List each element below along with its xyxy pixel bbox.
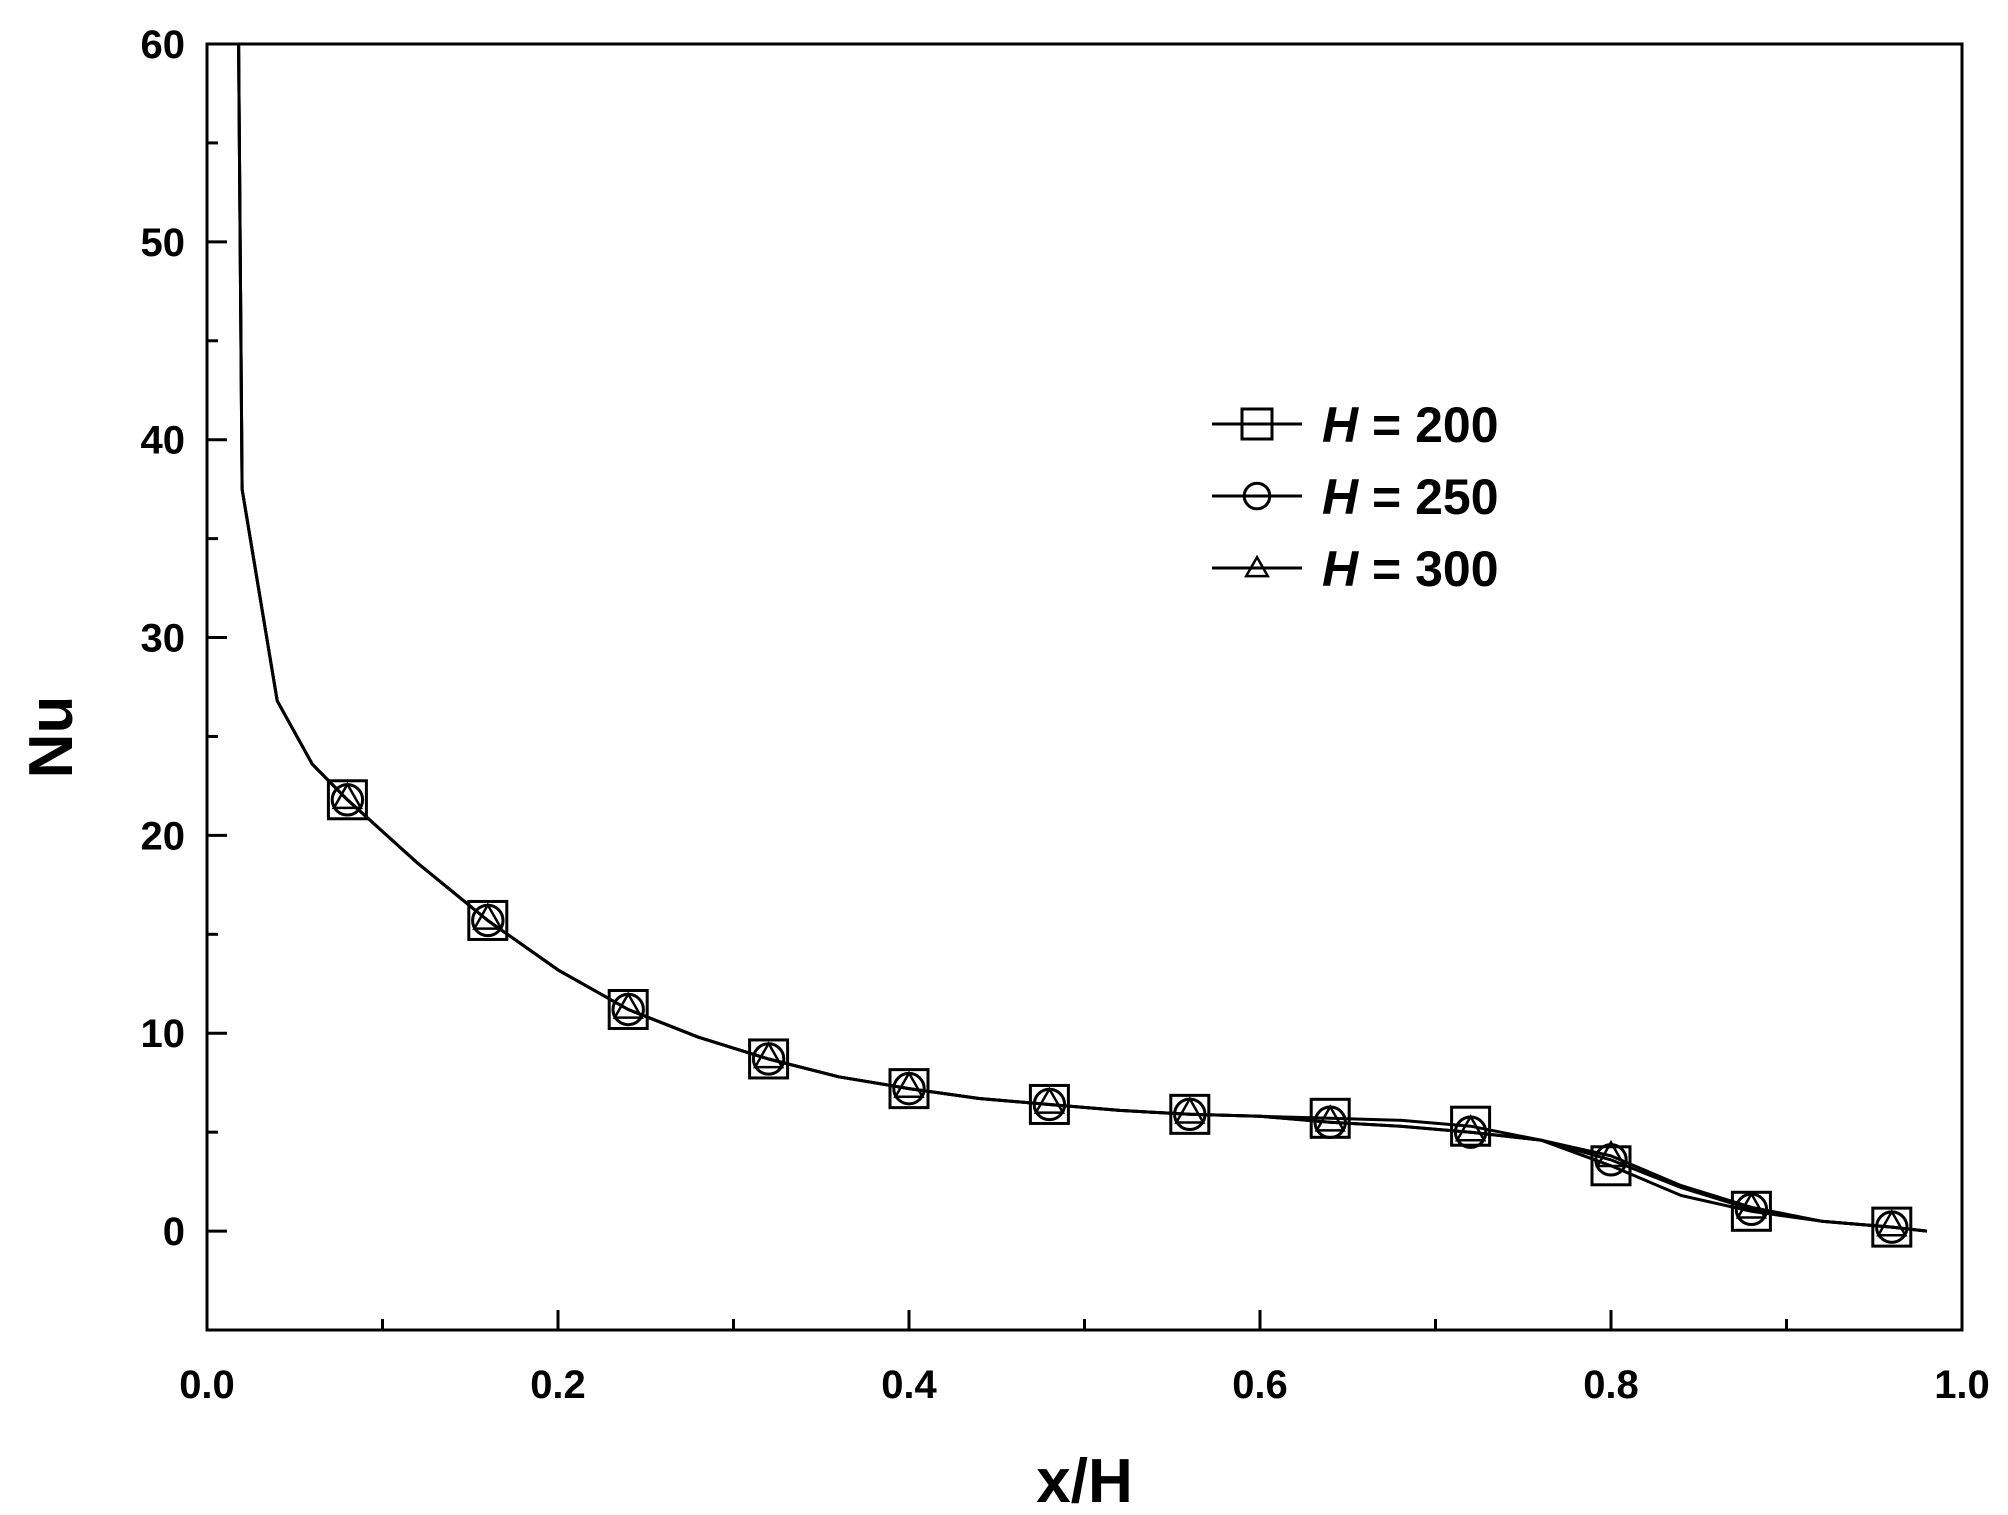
data-point-square <box>1871 1206 1913 1248</box>
y-tick-label: 0 <box>163 1210 185 1254</box>
legend-label: H = 300 <box>1322 541 1499 597</box>
legend-label: H = 200 <box>1322 397 1499 453</box>
series-layer <box>237 44 1928 1248</box>
x-tick-label: 0.8 <box>1583 1363 1639 1407</box>
series-line <box>237 44 1928 1233</box>
data-point-triangle <box>472 902 504 930</box>
y-tick-label: 50 <box>141 221 186 265</box>
y-tick-label: 40 <box>141 419 186 463</box>
legend-marker-circle <box>1242 481 1272 511</box>
x-tick-label: 0.2 <box>530 1363 586 1407</box>
data-point-square <box>467 899 509 941</box>
legend-entry: H = 250 <box>1212 469 1499 525</box>
axes: 0.0 0.2 0.4 0.6 0.8 1.0 0 10 20 30 40 50 60 <box>141 23 1990 1407</box>
x-tick-label: 0.4 <box>881 1363 937 1407</box>
series-square <box>237 44 1928 1248</box>
y-tick-label: 20 <box>141 814 186 858</box>
data-point-triangle <box>612 991 644 1019</box>
y-tick-label: 30 <box>141 617 186 661</box>
plot-frame <box>205 42 1964 1332</box>
legend-label-variable: H <box>1322 469 1359 525</box>
x-tick-label: 1.0 <box>1934 1363 1990 1407</box>
legend-label-value: = 250 <box>1358 469 1498 525</box>
x-tick-label: 0.0 <box>179 1363 235 1407</box>
y-axis-title: Nu <box>17 696 86 779</box>
data-point-triangle <box>1454 1114 1487 1142</box>
data-point-square <box>1028 1083 1070 1125</box>
data-point-triangle <box>1314 1104 1346 1132</box>
y-tick-label: 10 <box>141 1012 186 1056</box>
legend-label-value: = 300 <box>1358 541 1498 597</box>
data-point-triangle <box>1033 1086 1066 1114</box>
x-tick-label: 0.6 <box>1232 1363 1288 1407</box>
data-point-square <box>1450 1105 1492 1147</box>
data-point-triangle <box>1595 1139 1627 1168</box>
y-tick-label: 60 <box>141 23 186 67</box>
legend-entry: H = 300 <box>1212 541 1499 597</box>
data-point-triangle <box>1174 1096 1206 1124</box>
series-triangle <box>237 44 1928 1237</box>
legend-label-variable: H <box>1322 397 1359 453</box>
legend-marker-triangle <box>1244 554 1270 578</box>
data-point-square <box>326 779 368 821</box>
legend-label-variable: H <box>1322 541 1359 597</box>
legend-marker-square <box>1240 407 1274 441</box>
data-point-square <box>607 988 649 1030</box>
data-point-square <box>888 1068 930 1110</box>
series-line <box>237 44 1928 1233</box>
data-point-square <box>748 1038 790 1080</box>
legend-label: H = 250 <box>1322 469 1499 525</box>
data-point-triangle <box>752 1040 785 1069</box>
data-point-triangle <box>1876 1209 1908 1237</box>
legend-entry: H = 200 <box>1212 397 1499 453</box>
data-point-triangle <box>331 781 364 810</box>
series-line <box>237 44 1928 1233</box>
data-point-triangle <box>1735 1191 1768 1219</box>
x-axis-title: x/H <box>1036 1447 1132 1515</box>
data-point-triangle <box>893 1070 925 1099</box>
series-circle <box>237 44 1928 1244</box>
legend-label-value: = 200 <box>1358 397 1498 453</box>
